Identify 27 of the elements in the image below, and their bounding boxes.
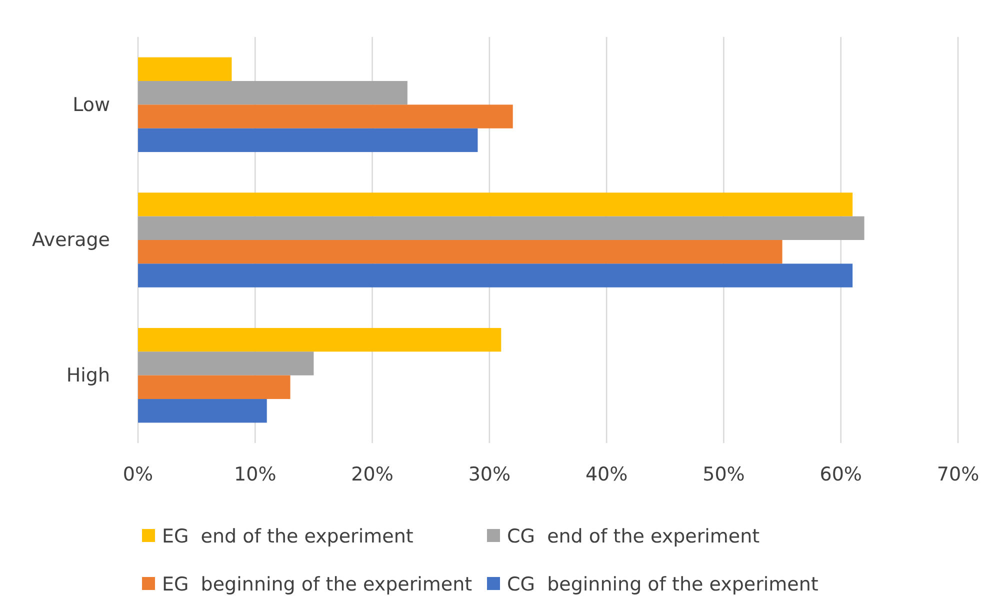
- x-tick-label: 0%: [122, 463, 154, 486]
- x-tick-label: 10%: [234, 463, 276, 486]
- x-tick-label: 70%: [936, 463, 980, 486]
- bar: [138, 240, 782, 264]
- x-tick-label: 30%: [468, 463, 511, 486]
- bar: [138, 128, 478, 152]
- y-tick-label: Low: [72, 94, 110, 116]
- legend-label: CG end of the experiment: [507, 526, 760, 548]
- legend-label: EG end of the experiment: [162, 526, 414, 548]
- bar: [138, 328, 502, 352]
- bar: [138, 216, 864, 240]
- bar: [138, 399, 267, 423]
- bar: [138, 192, 853, 216]
- y-tick-label: Average: [32, 229, 110, 252]
- legend-label: CG beginning of the experiment: [507, 574, 818, 596]
- bar: [138, 375, 290, 400]
- x-tick-label: 50%: [702, 463, 745, 486]
- bar: [138, 57, 232, 81]
- x-tick-label: 20%: [351, 463, 394, 486]
- x-tick-label: 40%: [585, 463, 628, 486]
- bar: [138, 104, 513, 128]
- y-tick-label: High: [66, 364, 110, 386]
- legend-label: EG beginning of the experiment: [162, 574, 472, 596]
- x-tick-label: 60%: [820, 463, 862, 486]
- bar: [138, 264, 853, 288]
- bar: [138, 80, 408, 105]
- bar: [138, 352, 314, 376]
